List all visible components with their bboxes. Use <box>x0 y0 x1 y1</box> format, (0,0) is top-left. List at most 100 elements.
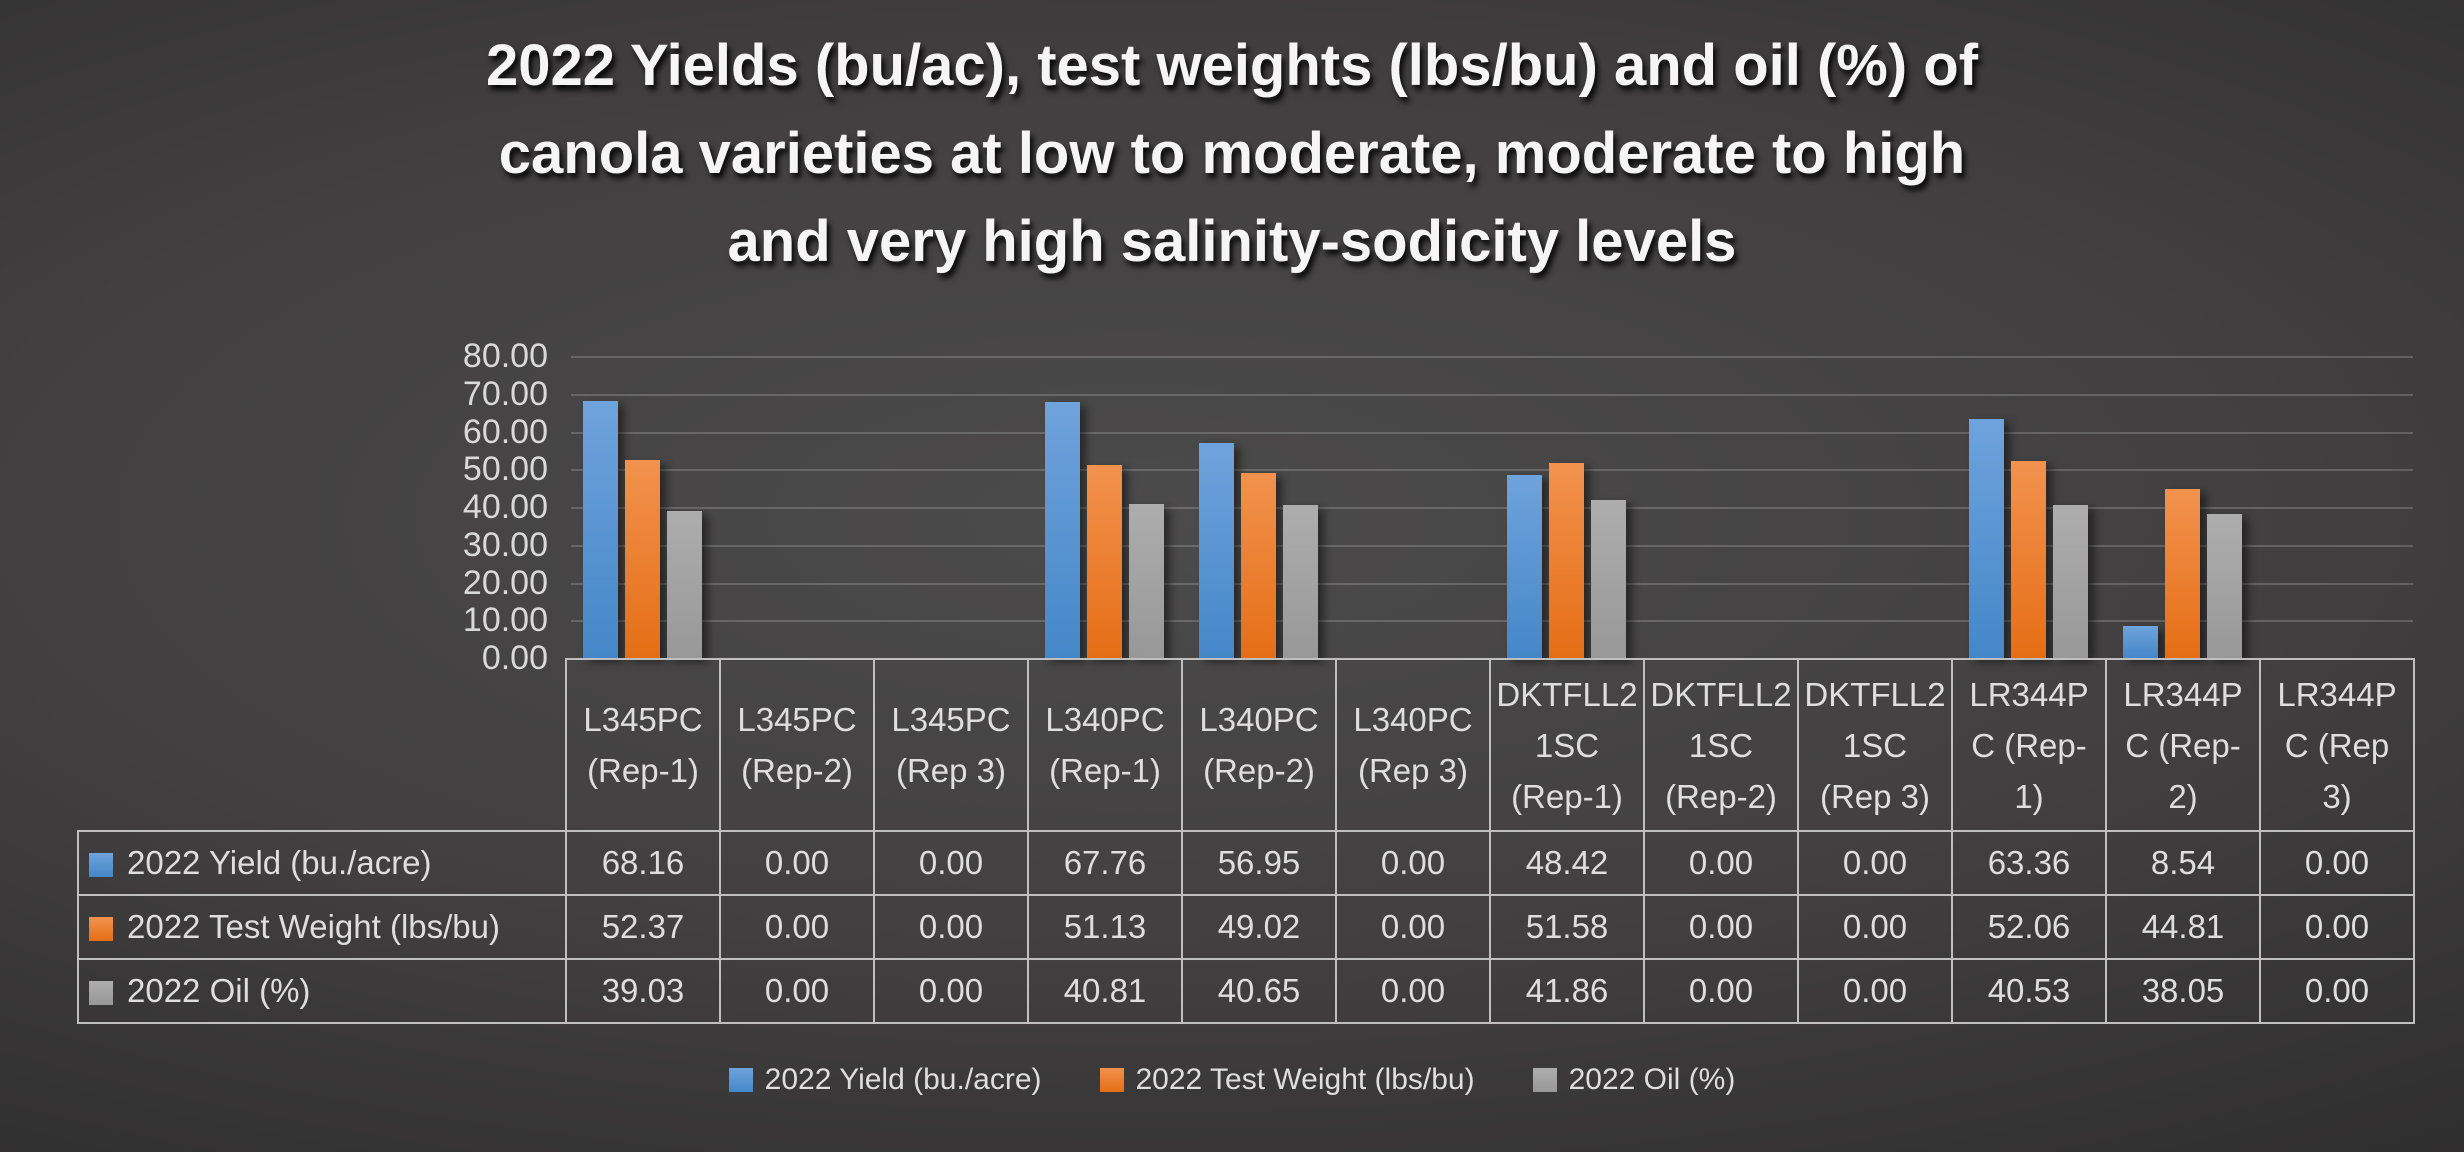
bar-test-weight <box>1548 463 1584 658</box>
legend-key-icon <box>89 853 113 877</box>
category-header: DKTFLL2 1SC (Rep 3) <box>1797 658 1953 832</box>
bar-group <box>2259 356 2413 658</box>
series-name: 2022 Yield (bu./acre) <box>127 844 432 881</box>
bar-test-weight <box>1086 464 1122 658</box>
gridline <box>571 507 2413 509</box>
category-header: DKTFLL2 1SC (Rep-1) <box>1489 658 1645 832</box>
bar-test-weight <box>1240 472 1276 658</box>
legend-item-label: 2022 Oil (%) <box>1568 1063 1736 1096</box>
gridline <box>571 582 2413 585</box>
category-header: DKTFLL2 1SC (Rep-2) <box>1643 658 1799 832</box>
value-cell: 0.00 <box>1643 830 1799 896</box>
y-axis-tick-label: 50.00 <box>462 450 548 489</box>
category-header: LR344P C (Rep- 2) <box>2105 658 2261 832</box>
bar-group <box>1335 356 1489 658</box>
y-axis-tick-label: 70.00 <box>462 374 548 413</box>
bar-yield <box>1044 402 1080 658</box>
bar-group <box>1181 356 1335 658</box>
bar-yield <box>1506 475 1542 658</box>
value-cell: 0.00 <box>2259 830 2415 896</box>
category-header: L340PC (Rep 3) <box>1335 658 1491 832</box>
value-cell: 67.76 <box>1027 830 1183 896</box>
value-cell: 0.00 <box>873 958 1029 1024</box>
y-axis-tick-label: 40.00 <box>462 488 548 526</box>
bar-oil <box>2206 514 2242 658</box>
bar-yield <box>2122 625 2158 658</box>
y-axis-tick-label: 20.00 <box>462 563 548 602</box>
bar-oil <box>1128 503 1164 658</box>
value-cell: 48.42 <box>1489 830 1645 896</box>
chart-legend: 2022 Yield (bu./acre) 2022 Test Weight (l… <box>0 1048 2464 1112</box>
value-cell: 0.00 <box>1335 958 1491 1024</box>
gridline <box>571 469 2413 472</box>
bar-group <box>565 356 719 658</box>
y-axis-tick-label: 80.00 <box>462 337 548 375</box>
value-cell: 0.00 <box>719 958 875 1024</box>
gridline <box>571 620 2413 623</box>
series-row-label: 2022 Oil (%) <box>77 958 567 1024</box>
y-axis-tick-label: 30.00 <box>462 525 548 564</box>
series-row-label: 2022 Test Weight (lbs/bu) <box>77 894 567 960</box>
legend-key-icon <box>89 917 113 941</box>
legend-item-oil: 2022 Oil (%) <box>1532 1063 1736 1097</box>
y-axis-tick-label: 0.00 <box>481 639 548 677</box>
value-cell: 40.53 <box>1951 958 2107 1024</box>
legend-item-yield: 2022 Yield (bu./acre) <box>728 1063 1042 1097</box>
value-cell: 38.05 <box>2105 958 2261 1024</box>
value-cell: 8.54 <box>2105 830 2261 896</box>
bar-group <box>1489 356 1643 658</box>
bar-group <box>1643 356 1797 658</box>
chart-title-line: canola varieties at low to moderate, mod… <box>498 121 1966 186</box>
gridline <box>571 356 2413 358</box>
series-name: 2022 Oil (%) <box>127 972 311 1009</box>
legend-item-label: 2022 Test Weight (lbs/bu) <box>1135 1063 1475 1096</box>
data-table: L345PC (Rep-1) L345PC (Rep-2) L345PC (Rep … <box>77 658 2415 1024</box>
bar-test-weight <box>2010 461 2046 658</box>
category-header: L340PC (Rep-1) <box>1027 658 1183 832</box>
y-axis-tick-label: 10.00 <box>462 601 548 640</box>
value-cell: 52.37 <box>565 894 721 960</box>
category-header: L340PC (Rep-2) <box>1181 658 1337 832</box>
legend-key-icon <box>1532 1068 1557 1092</box>
category-header: LR344P C (Rep- 1) <box>1951 658 2107 832</box>
legend-key-icon <box>89 981 113 1005</box>
value-cell: 39.03 <box>565 958 721 1024</box>
value-cell: 41.86 <box>1489 958 1645 1024</box>
value-cell: 0.00 <box>719 894 875 960</box>
bar-oil <box>1590 499 1626 658</box>
legend-item-test-weight: 2022 Test Weight (lbs/bu) <box>1099 1063 1475 1097</box>
bar-yield <box>1198 443 1234 658</box>
value-cell: 51.13 <box>1027 894 1183 960</box>
bar-yield <box>582 400 618 658</box>
value-cell: 0.00 <box>2259 894 2415 960</box>
table-corner-spacer <box>78 659 566 831</box>
bar-group <box>719 356 873 658</box>
series-name: 2022 Test Weight (lbs/bu) <box>127 908 500 945</box>
bar-oil <box>1282 504 1318 658</box>
gridline <box>571 431 2413 434</box>
legend-item-label: 2022 Yield (bu./acre) <box>764 1063 1042 1096</box>
value-cell: 63.36 <box>1951 830 2107 896</box>
category-header: L345PC (Rep 3) <box>873 658 1029 832</box>
bar-oil <box>2052 505 2088 658</box>
table-row: 2022 Yield (bu./acre) 68.16 0.00 0.00 67.76 5… <box>77 830 2415 896</box>
value-cell: 49.02 <box>1181 894 1337 960</box>
data-table-wrap: L345PC (Rep-1) L345PC (Rep-2) L345PC (Rep … <box>77 658 2415 1024</box>
bar-test-weight <box>624 460 660 658</box>
chart-title-line: and very high salinity-sodicity levels <box>727 209 1737 274</box>
value-cell: 68.16 <box>565 830 721 896</box>
value-cell: 0.00 <box>1797 830 1953 896</box>
series-row-label: 2022 Yield (bu./acre) <box>77 830 567 896</box>
category-header: L345PC (Rep-2) <box>719 658 875 832</box>
value-cell: 52.06 <box>1951 894 2107 960</box>
chart-title: 2022 Yields (bu/ac), test weights (lbs/b… <box>140 22 2324 286</box>
bar-group <box>2105 356 2259 658</box>
category-header: L345PC (Rep-1) <box>565 658 721 832</box>
value-cell: 0.00 <box>1797 894 1953 960</box>
plot-area <box>565 356 2413 658</box>
value-cell: 0.00 <box>1643 958 1799 1024</box>
legend-key-icon <box>1099 1068 1124 1092</box>
category-header: LR344P C (Rep 3) <box>2259 658 2415 832</box>
bar-group <box>1797 356 1951 658</box>
value-cell: 40.65 <box>1181 958 1337 1024</box>
